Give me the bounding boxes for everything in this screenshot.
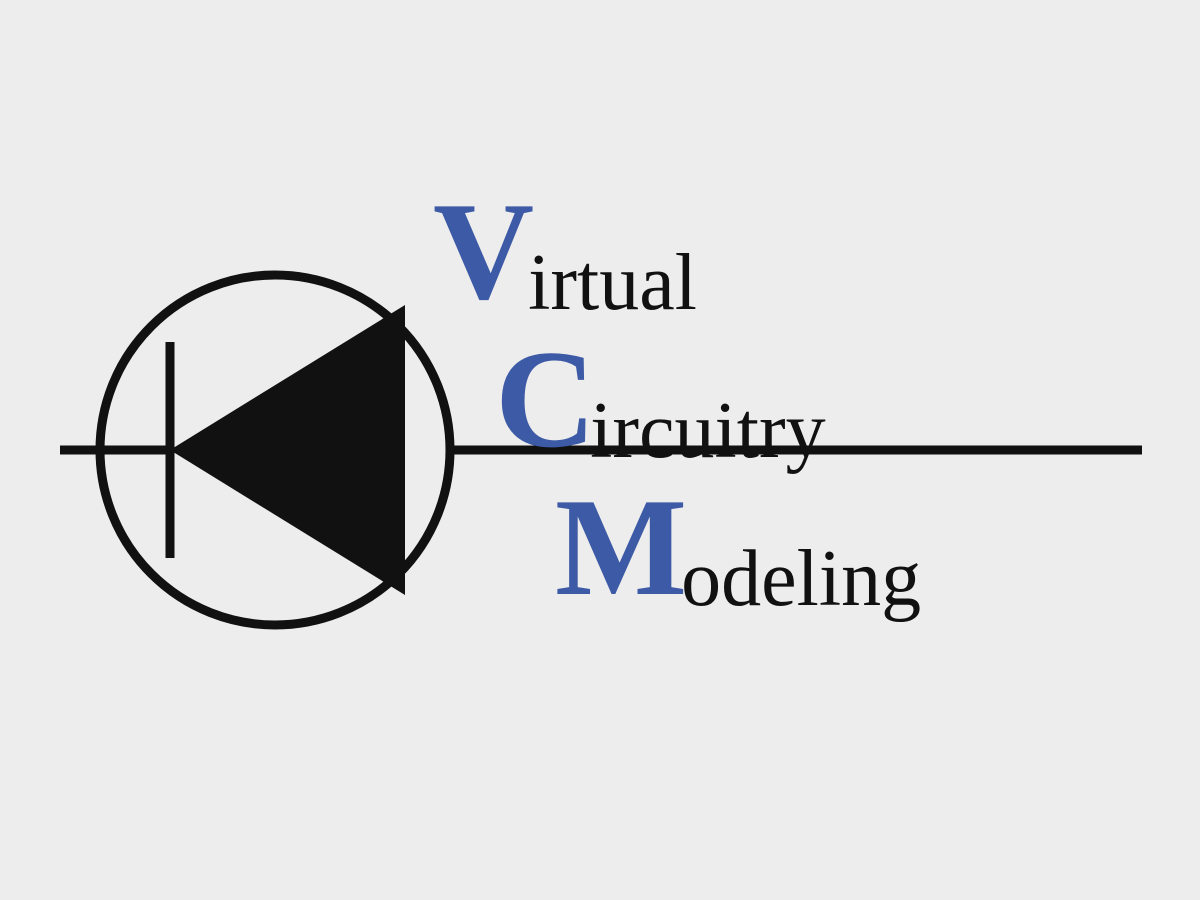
logo-initial: M	[555, 478, 687, 618]
logo-initial: V	[433, 182, 534, 322]
logo-initial: C	[495, 330, 596, 470]
vcm-logo: VirtualCircuitryModeling	[0, 0, 1200, 900]
logo-word-rest: odeling	[681, 509, 921, 649]
logo-word-m: Modeling	[555, 478, 921, 618]
logo-word-v: Virtual	[433, 182, 697, 322]
logo-word-c: Circuitry	[495, 330, 826, 470]
